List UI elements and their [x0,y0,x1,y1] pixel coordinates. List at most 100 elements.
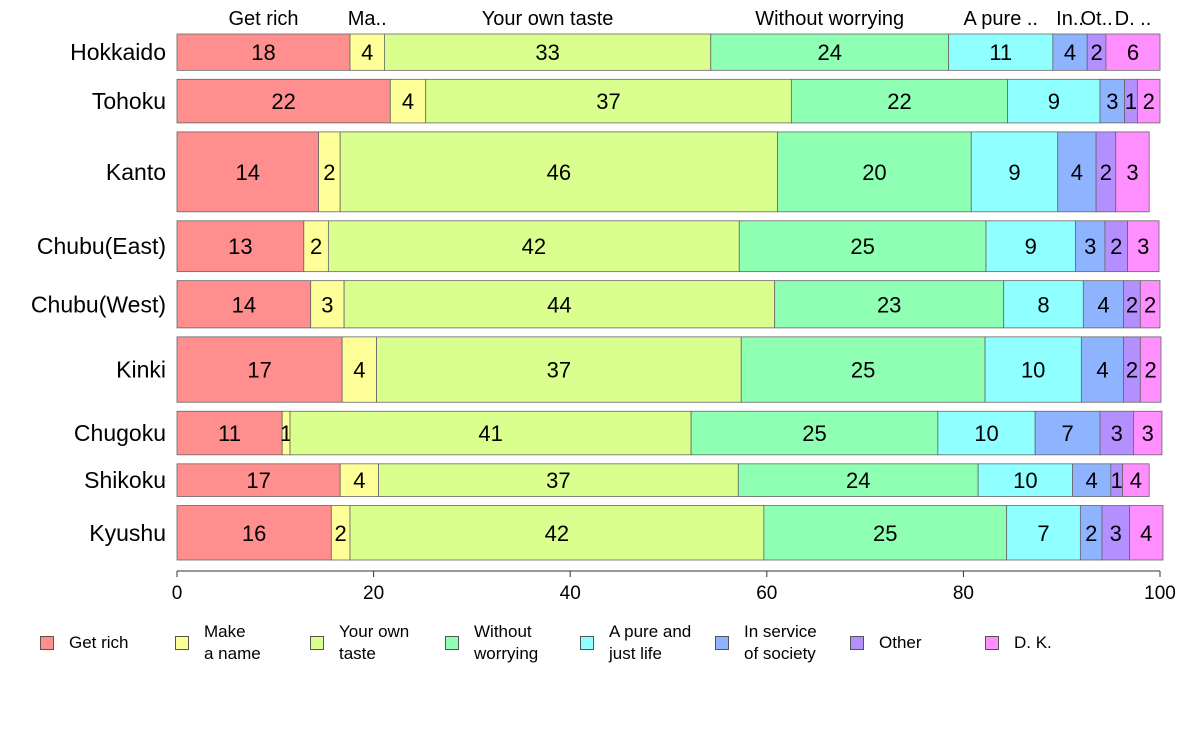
bar-segment [289,410,692,456]
series-header-labels: Get rich Ma.. Your own taste Without worryi… [228,8,1151,30]
series-header-label: Your own taste [482,8,614,30]
data-label: 3 [1142,421,1154,446]
bar-segment [425,78,792,124]
category-label: Chubu(East) [37,233,166,259]
x-tick-label: 60 [756,583,777,604]
category-label: Hokkaido [70,39,166,65]
series-header-label: Get rich [228,8,298,30]
series-header-label: Ma.. [348,8,387,30]
data-label: 41 [478,421,502,446]
data-label: 2 [1126,358,1138,383]
data-label: 42 [522,234,546,259]
x-tick-label: 20 [363,583,384,604]
data-label: 22 [887,89,911,114]
data-label: 25 [851,358,875,383]
data-label: 2 [1143,89,1155,114]
data-label: 2 [1145,358,1157,383]
data-label: 8 [1037,292,1049,317]
data-label: 25 [850,234,874,259]
data-label: 1 [1125,89,1137,114]
legend-item: Other [850,618,922,668]
legend-item: Without worrying [445,618,538,668]
data-label: 2 [335,521,347,546]
category-labels: Hokkaido Tohoku Kanto Chubu(East) Chubu(West… [31,39,166,546]
bar-segment [937,410,1036,456]
bar-segment [176,463,341,497]
data-label: 9 [1008,160,1020,185]
bar-segment [376,336,742,403]
data-label: 4 [353,358,365,383]
data-label: 37 [547,358,571,383]
data-label: 7 [1061,421,1073,446]
data-label: 44 [547,292,571,317]
legend-item: Your own taste [310,618,409,668]
legend-item: A pure and just life [580,618,691,668]
x-axis: 0 20 40 60 80 100 [172,570,1176,604]
legend-swatch [850,636,864,650]
x-tick-label: 40 [560,583,581,604]
data-label: 3 [321,292,333,317]
data-label: 7 [1037,521,1049,546]
data-label: 2 [323,160,335,185]
data-label: 9 [1025,234,1037,259]
legend-label: A pure and just life [609,622,692,663]
bar-segment [1129,505,1164,561]
bar-segment [710,33,950,71]
legend-label: In service of society [744,622,817,663]
bar-segment [349,505,765,561]
bar-segment [763,505,1008,561]
data-label: 25 [873,521,897,546]
data-label: 17 [247,358,271,383]
data-label: 3 [1084,234,1096,259]
legend-swatch [580,636,594,650]
bar-segment [1139,280,1161,329]
data-label: 4 [1097,292,1109,317]
data-label: 3 [1110,521,1122,546]
data-label: 14 [232,292,256,317]
data-label: 4 [361,40,373,65]
data-label: 3 [1137,234,1149,259]
bar-segment [389,78,427,124]
bar-segment [176,78,391,124]
bar-segment [740,336,986,403]
series-header-label: Without worrying [755,8,904,30]
data-label: 18 [251,40,275,65]
series-header-label: In.. [1056,8,1084,30]
bar-segment [339,131,779,213]
category-label: Chubu(West) [31,291,166,317]
data-label: 2 [1126,292,1138,317]
data-label: 4 [353,468,365,493]
data-label: 20 [862,160,886,185]
bar-segment [1072,463,1112,497]
bar-segment [977,463,1073,497]
bar-segment [1006,505,1081,561]
data-label: 2 [1085,521,1097,546]
data-label: 1 [1111,468,1123,493]
legend-swatch [175,636,189,650]
data-label: 37 [596,89,620,114]
legend-label: Without worrying [474,622,539,663]
legend: Get rich Make a name Your own taste Without… [0,618,1188,678]
legend-swatch [715,636,729,650]
legend-label: Make a name [204,622,261,663]
bar-segment [176,336,343,403]
series-header-label: A pure .. [964,8,1039,30]
bar-segment [1034,410,1101,456]
data-label: 2 [1110,234,1122,259]
data-label: 4 [1096,358,1108,383]
data-label: 2 [310,234,322,259]
data-label: 23 [877,292,901,317]
legend-swatch [445,636,459,650]
series-header-label: D. .. [1115,8,1152,30]
data-label: 33 [535,40,559,65]
legend-item: Make a name [175,618,261,668]
category-label: Shikoku [84,467,166,493]
data-label: 11 [989,40,1012,65]
legend-label: Other [879,633,922,652]
bar-segment [327,220,740,273]
x-tick-label: 100 [1144,583,1176,604]
bar-segment [1115,131,1150,213]
data-label: 2 [1144,292,1156,317]
bar-segment [1139,336,1162,403]
